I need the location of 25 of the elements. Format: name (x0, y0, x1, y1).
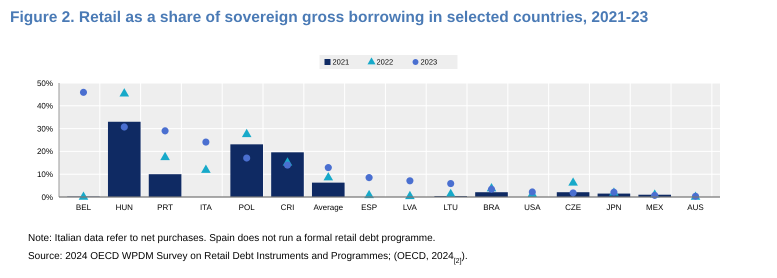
x-tick-label: USA (524, 203, 542, 212)
chart-title: Figure 2. Retail as a share of sovereign gross borrowing in selected countries, 2021-23 (10, 9, 649, 26)
x-tick-label: ESP (361, 203, 378, 212)
x-tick-label: POL (238, 203, 256, 212)
x-tick-label: HUN (116, 203, 134, 212)
x-tick-label: BRA (483, 203, 500, 212)
x-tick-label: CRI (280, 203, 294, 212)
x-tick-label: AUS (687, 203, 704, 212)
x-tick-label: LTU (443, 203, 458, 212)
y-tick-label: 0% (41, 192, 53, 202)
x-tick-label: CZE (565, 203, 582, 212)
x-tick-label: LVA (402, 203, 418, 212)
x-tick-label: PRT (157, 203, 174, 212)
text: Note: Italian data refer to net purchases. Spain does not run a formal retail debt programme. (28, 233, 436, 244)
x-tick-label: MEX (646, 203, 664, 212)
source-note: Source: 2024 OECD WPDM Survey on Retail Debt Instruments and Programmes; (OECD, 2024$_{[2]}$). (28, 251, 468, 264)
y-tick-label: 50% (36, 78, 53, 88)
x-tick-label: ITA (200, 203, 212, 212)
x-tick-label: BEL (76, 203, 92, 212)
x-tick-label: Average (313, 203, 344, 212)
y-tick-label: 40% (36, 102, 53, 111)
y-tick-label: 20% (36, 147, 53, 156)
y-tick-label: 30% (36, 124, 53, 134)
x-tick-label: JPN (606, 203, 622, 212)
y-tick-label: 10% (36, 170, 53, 179)
